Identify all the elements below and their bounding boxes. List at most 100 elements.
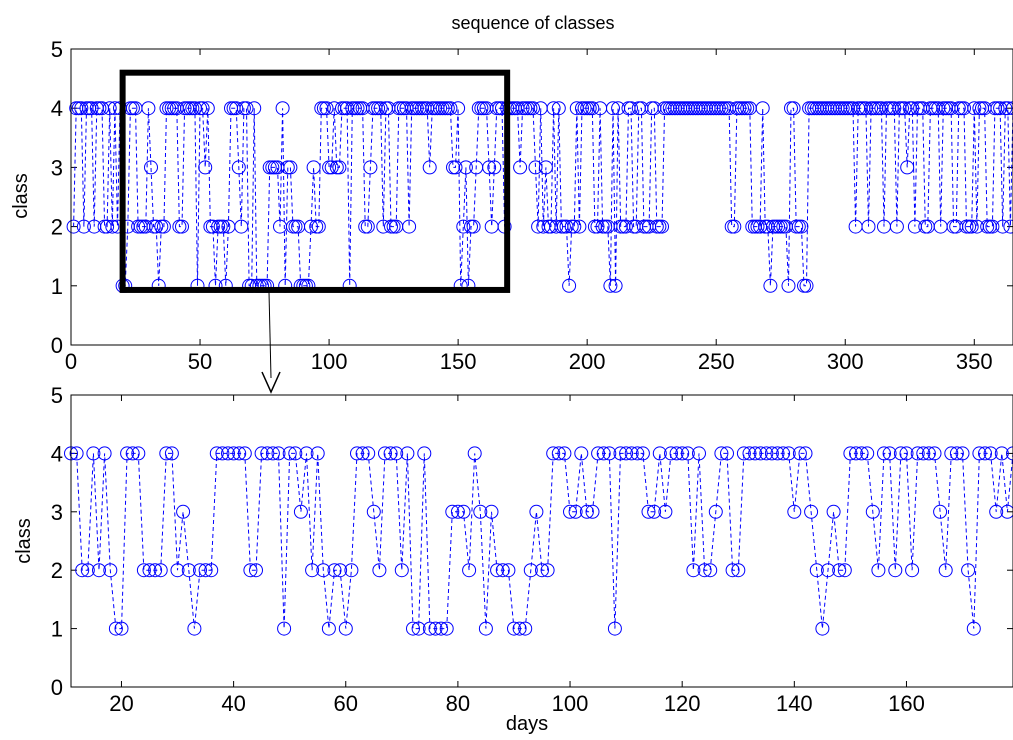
bottom-data-point <box>596 446 611 461</box>
bottom-x-tick-label: 80 <box>446 691 470 716</box>
top-data-point <box>652 219 667 234</box>
bottom-data-point <box>181 563 196 578</box>
top-data-point <box>750 219 765 234</box>
chart-title: sequence of classes <box>451 13 614 33</box>
top-data-point <box>216 219 231 234</box>
top-data-point <box>105 219 120 234</box>
top-data-point <box>448 160 463 175</box>
bottom-data-point <box>557 446 572 461</box>
zoom-region-box <box>119 69 511 293</box>
top-data-point <box>603 278 618 293</box>
top-data-point <box>100 219 115 234</box>
top-data-point <box>466 219 481 234</box>
top-data-point <box>556 219 571 234</box>
top-data-point <box>957 101 971 116</box>
top-data-point <box>606 101 620 116</box>
top-data-point <box>319 101 334 116</box>
top-data-point <box>236 101 251 116</box>
top-data-point <box>763 278 778 293</box>
bottom-data-point <box>467 446 482 461</box>
top-data-point <box>526 101 540 116</box>
top-data-point <box>980 219 995 234</box>
top-data-point <box>146 219 161 234</box>
bottom-y-tick-label: 4 <box>51 441 63 466</box>
top-data-point <box>102 101 117 116</box>
bottom-data-point <box>809 563 824 578</box>
bottom-data-point <box>888 563 903 578</box>
bottom-axis-ticks: 20 40 60 80 100 120 140 160 0 1 2 3 4 5 <box>51 383 1013 716</box>
bottom-data-point <box>927 446 942 461</box>
top-y-tick-label: 3 <box>51 155 63 180</box>
top-data-point <box>456 219 471 234</box>
top-x-tick-label: 150 <box>440 349 477 374</box>
bottom-data-point <box>720 446 734 461</box>
top-data-point <box>306 160 321 175</box>
bottom-data-point <box>652 446 667 461</box>
bottom-data-point <box>843 446 858 461</box>
bottom-x-tick-label: 100 <box>552 691 589 716</box>
top-data-point <box>861 219 876 234</box>
top-data-point <box>205 219 220 234</box>
bottom-data-point <box>635 446 650 461</box>
bottom-data-point <box>607 621 622 636</box>
top-data-point <box>451 101 466 116</box>
bottom-data-point <box>647 504 662 519</box>
top-data-point <box>962 219 977 234</box>
top-data-point <box>784 101 798 116</box>
top-axes-frame <box>70 48 1013 346</box>
bottom-data-point <box>871 563 886 578</box>
bottom-data-point <box>366 504 381 519</box>
bottom-data-point <box>265 446 280 461</box>
bottom-data-point <box>243 563 258 578</box>
top-data-point <box>84 101 99 116</box>
top-data-point <box>618 219 633 234</box>
top-data-point <box>595 219 610 234</box>
top-data-point <box>900 160 915 175</box>
top-y-tick-label: 1 <box>51 274 63 299</box>
top-data-point <box>781 278 796 293</box>
bottom-data-point <box>1000 504 1013 519</box>
bottom-data-point <box>944 446 959 461</box>
bottom-data-point <box>80 563 95 578</box>
bottom-data-point <box>591 446 606 461</box>
top-data-point <box>239 101 254 116</box>
top-data-point <box>162 101 177 116</box>
top-data-point <box>1003 219 1013 234</box>
bottom-data-point <box>176 504 191 519</box>
top-data-point <box>575 101 589 116</box>
bottom-data-point <box>69 446 84 461</box>
bottom-data-point <box>714 446 729 461</box>
top-data-point <box>972 101 987 116</box>
bottom-x-tick-label: 20 <box>109 691 133 716</box>
top-data-point <box>159 101 174 116</box>
top-data-point <box>198 160 213 175</box>
top-data-point <box>275 101 290 116</box>
top-data-point <box>889 219 904 234</box>
bottom-data-point <box>333 563 348 578</box>
top-series-line <box>73 107 1013 287</box>
bottom-data-point <box>142 563 157 578</box>
bottom-data-point <box>445 504 460 519</box>
top-data-point <box>280 160 295 175</box>
top-data-point <box>440 101 455 116</box>
bottom-data-point <box>282 446 297 461</box>
top-data-point <box>324 160 339 175</box>
bottom-data-point <box>299 446 314 461</box>
bottom-data-point <box>237 446 252 461</box>
bottom-data-point <box>613 446 628 461</box>
bottom-data-point <box>961 563 976 578</box>
top-data-point <box>655 219 669 234</box>
top-data-point <box>724 219 739 234</box>
top-y-tick-label: 0 <box>51 333 63 358</box>
top-data-point <box>551 101 566 116</box>
top-data-point <box>458 160 473 175</box>
bottom-data-point <box>568 504 583 519</box>
top-data-point <box>316 101 331 116</box>
top-data-point <box>265 160 280 175</box>
top-data-point <box>649 219 664 234</box>
bottom-data-point <box>249 563 263 578</box>
top-data-point <box>154 219 169 234</box>
bottom-data-point <box>507 621 521 636</box>
top-data-point <box>727 219 742 234</box>
bottom-data-point <box>938 563 953 578</box>
